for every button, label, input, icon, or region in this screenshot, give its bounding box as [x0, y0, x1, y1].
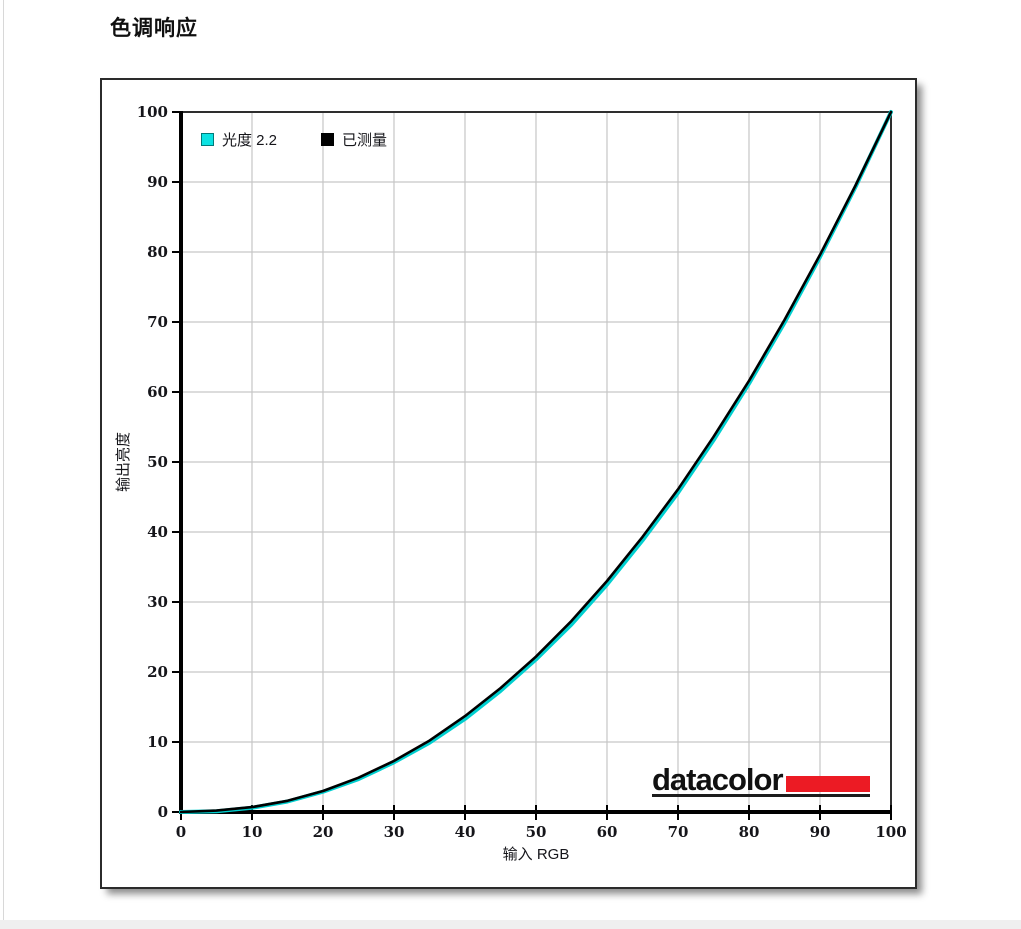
svg-text:100: 100 [875, 823, 906, 841]
svg-text:60: 60 [597, 823, 618, 841]
svg-text:50: 50 [526, 823, 547, 841]
svg-text:输入 RGB: 输入 RGB [503, 846, 570, 863]
chart-canvas: 0 10 20 30 40 50 60 70 80 90 100 0 10 20 30 40 50 60 70 80 9… [115, 103, 907, 863]
datacolor-red-bar [785, 776, 870, 793]
bottom-strip [0, 920, 1021, 929]
svg-text:90: 90 [810, 823, 831, 841]
window-left-border [3, 0, 4, 920]
page-title: 色调响应 [110, 17, 198, 40]
svg-text:30: 30 [147, 593, 168, 611]
legend-item-measured: 已测量 [321, 129, 387, 150]
datacolor-logo: datacolor [652, 762, 870, 798]
svg-text:60: 60 [147, 383, 168, 401]
svg-text:80: 80 [147, 243, 168, 261]
svg-text:20: 20 [313, 823, 334, 841]
legend-item-target: 光度 2.2 [201, 129, 277, 150]
chart-legend: 光度 2.2 已测量 [201, 129, 387, 150]
svg-text:输出亮度: 输出亮度 [115, 432, 132, 492]
svg-text:30: 30 [384, 823, 405, 841]
svg-text:40: 40 [455, 823, 476, 841]
target-color-swatch-icon [201, 133, 214, 146]
svg-text:50: 50 [147, 453, 168, 471]
svg-text:100: 100 [137, 103, 168, 121]
chart-panel: 0 10 20 30 40 50 60 70 80 90 100 0 10 20 30 40 50 60 70 80 9… [100, 78, 917, 889]
legend-label-target: 光度 2.2 [222, 132, 278, 149]
svg-text:0: 0 [158, 803, 168, 821]
datacolor-wordmark: datacolor [652, 762, 784, 797]
svg-text:10: 10 [242, 823, 263, 841]
legend-label-measured: 已测量 [342, 132, 388, 149]
svg-text:20: 20 [147, 663, 168, 681]
svg-text:80: 80 [739, 823, 760, 841]
svg-text:40: 40 [147, 523, 168, 541]
svg-text:70: 70 [147, 313, 168, 331]
svg-text:10: 10 [147, 733, 168, 751]
svg-text:0: 0 [176, 823, 186, 841]
svg-text:70: 70 [668, 823, 689, 841]
measured-color-swatch-icon [321, 133, 335, 146]
svg-text:90: 90 [147, 173, 168, 191]
